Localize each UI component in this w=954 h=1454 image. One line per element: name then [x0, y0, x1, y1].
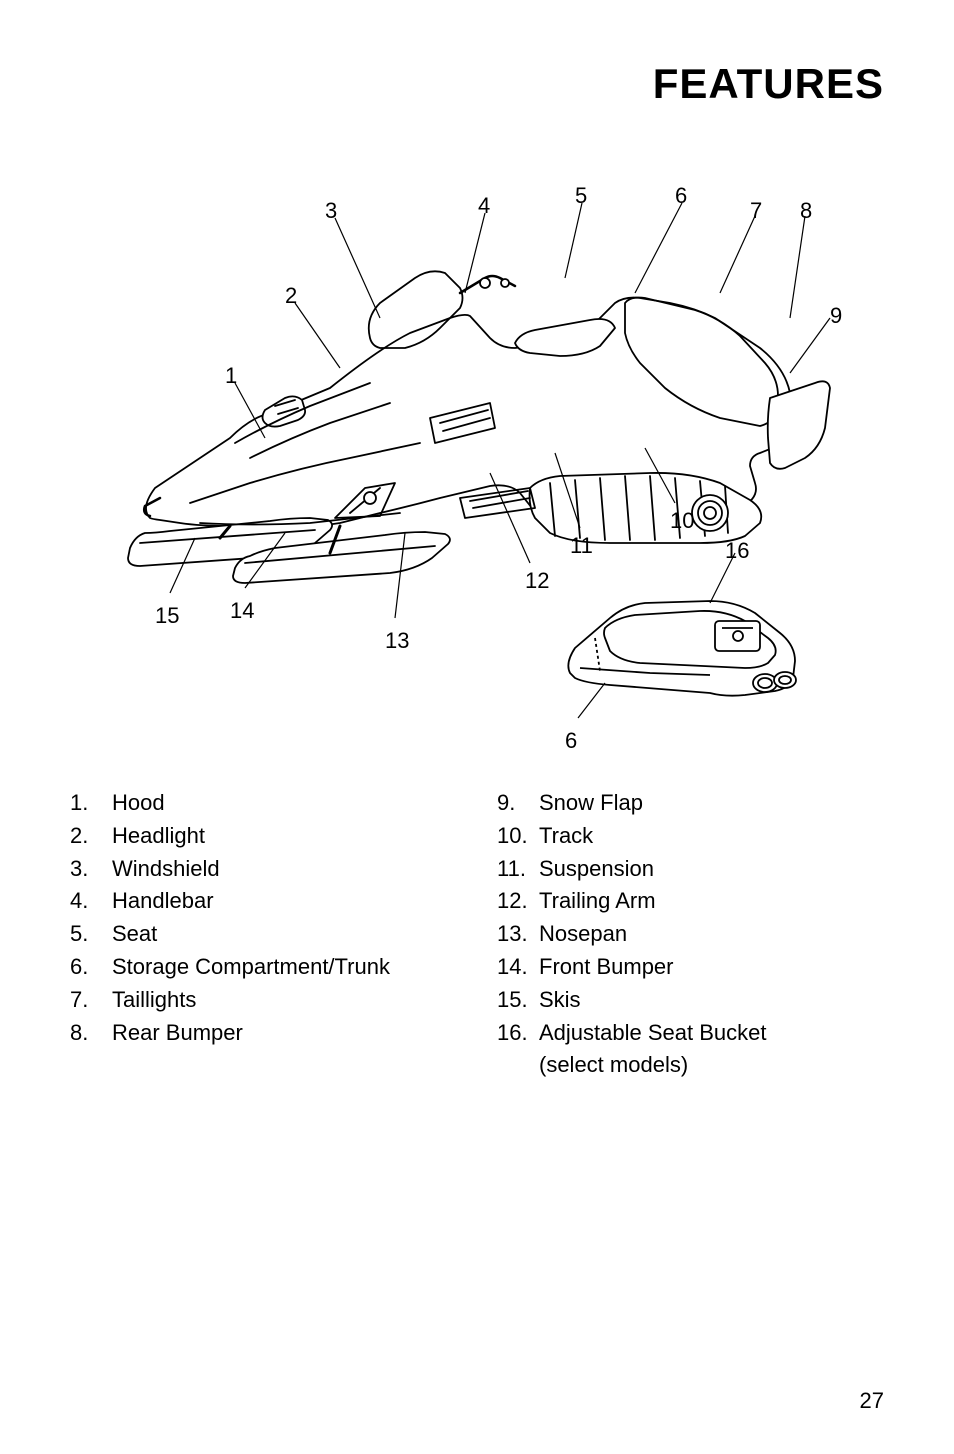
legend-item: 9.Snow Flap	[497, 788, 884, 819]
legend-item: 15.Skis	[497, 985, 884, 1016]
legend-number: 16.	[497, 1018, 539, 1049]
legend-item: 13.Nosepan	[497, 919, 884, 950]
legend-label: Seat	[112, 919, 157, 950]
callout-label-8: 8	[800, 198, 812, 224]
legend-label: Adjustable Seat Bucket	[539, 1018, 766, 1049]
callout-label-7: 7	[750, 198, 762, 224]
legend-item: 12.Trailing Arm	[497, 886, 884, 917]
legend-item: 5.Seat	[70, 919, 457, 950]
legend-item: 3.Windshield	[70, 854, 457, 885]
legend-label: Storage Compartment/Trunk	[112, 952, 390, 983]
legend-label: Hood	[112, 788, 165, 819]
legend-number: 4.	[70, 886, 112, 917]
legend-number: 8.	[70, 1018, 112, 1049]
legend-label: Nosepan	[539, 919, 627, 950]
legend-number: 15.	[497, 985, 539, 1016]
legend-column-left: 1.Hood2.Headlight3.Windshield4.Handlebar…	[70, 788, 457, 1081]
legend-item: 7.Taillights	[70, 985, 457, 1016]
snowmobile-diagram	[70, 138, 884, 758]
legend-item: 1.Hood	[70, 788, 457, 819]
legend-label: Snow Flap	[539, 788, 643, 819]
legend-number: 11.	[497, 854, 539, 885]
callout-label-2: 2	[285, 283, 297, 309]
callout-label-9: 9	[830, 303, 842, 329]
callout-label-4: 4	[478, 193, 490, 219]
page-title: FEATURES	[70, 60, 884, 108]
legend-label: Headlight	[112, 821, 205, 852]
callout-label-1: 1	[225, 363, 237, 389]
callout-label-10: 10	[670, 508, 694, 534]
callout-label-5: 5	[575, 183, 587, 209]
legend-label: Suspension	[539, 854, 654, 885]
legend-label: Front Bumper	[539, 952, 674, 983]
page-number: 27	[860, 1388, 884, 1414]
callout-label-16: 16	[725, 538, 749, 564]
legend-column-right: 9.Snow Flap10.Track11.Suspension12.Trail…	[497, 788, 884, 1081]
legend-label: Trailing Arm	[539, 886, 656, 917]
legend-number: 6.	[70, 952, 112, 983]
legend-item: 14.Front Bumper	[497, 952, 884, 983]
legend-label: Track	[539, 821, 593, 852]
legend-item: 10.Track	[497, 821, 884, 852]
legend-number: 1.	[70, 788, 112, 819]
legend-label: Windshield	[112, 854, 220, 885]
legend-item: 2.Headlight	[70, 821, 457, 852]
callout-label-12: 12	[525, 568, 549, 594]
legend-label: Skis	[539, 985, 581, 1016]
callout-label-6b: 6	[565, 728, 577, 754]
legend-label: Taillights	[112, 985, 196, 1016]
callout-label-13: 13	[385, 628, 409, 654]
legend-number: 13.	[497, 919, 539, 950]
callout-label-14: 14	[230, 598, 254, 624]
legend-number: 10.	[497, 821, 539, 852]
legend-item: 11.Suspension	[497, 854, 884, 885]
legend-item: 16.Adjustable Seat Bucket	[497, 1018, 884, 1049]
legend-item: 8.Rear Bumper	[70, 1018, 457, 1049]
callout-label-11: 11	[570, 533, 593, 559]
legend-label: Rear Bumper	[112, 1018, 243, 1049]
callout-label-3: 3	[325, 198, 337, 224]
legend-item: 6.Storage Compartment/Trunk	[70, 952, 457, 983]
legend-number: 7.	[70, 985, 112, 1016]
callout-label-6: 6	[675, 183, 687, 209]
legend-number: 5.	[70, 919, 112, 950]
legend-number: 14.	[497, 952, 539, 983]
legend-number: 3.	[70, 854, 112, 885]
legend-number: 9.	[497, 788, 539, 819]
legend-label: Handlebar	[112, 886, 214, 917]
callout-label-15: 15	[155, 603, 179, 629]
legend-number: 2.	[70, 821, 112, 852]
diagram-container: 123456789101112131415166	[70, 138, 884, 758]
legend-sublabel: (select models)	[539, 1050, 884, 1081]
legend-item: 4.Handlebar	[70, 886, 457, 917]
legend-number: 12.	[497, 886, 539, 917]
legend-container: 1.Hood2.Headlight3.Windshield4.Handlebar…	[70, 788, 884, 1081]
